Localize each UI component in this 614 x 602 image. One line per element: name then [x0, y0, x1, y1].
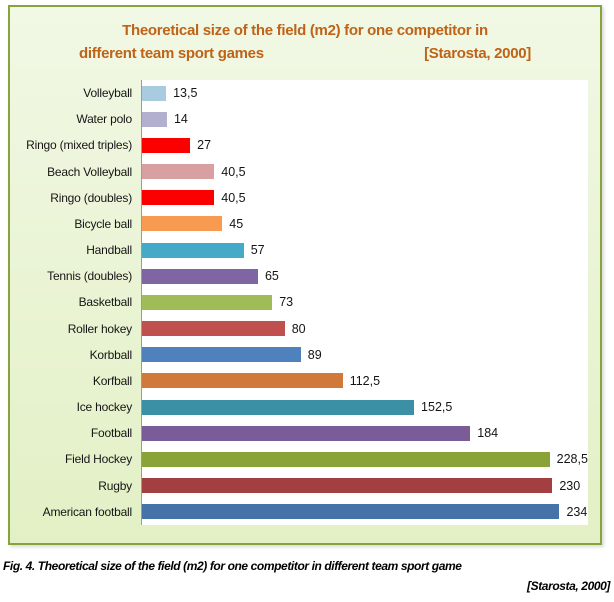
chart-panel: Theoretical size of the field (m2) for o… [8, 5, 602, 545]
value-label: 27 [197, 138, 212, 153]
bar-track: 112,5 [141, 368, 588, 394]
category-label: Ringo (mixed triples) [26, 138, 132, 153]
chart-title: Theoretical size of the field (m2) for o… [79, 19, 531, 65]
bar-track: 152,5 [141, 394, 588, 420]
category-label: Tennis (doubles) [47, 269, 132, 284]
bar-row: Roller hokey 80 [10, 316, 588, 342]
value-label: 57 [250, 243, 265, 258]
bar-row: Volleyball 13,5 [10, 80, 588, 106]
bar-track: 65 [141, 263, 588, 289]
bar-rows: Volleyball 13,5 Water polo 14 Ringo (mix… [10, 80, 588, 525]
bar-row: Football 184 [10, 420, 588, 446]
chart-title-line2: different team sport games [Starosta, 20… [79, 42, 531, 65]
bar-track: 89 [141, 342, 588, 368]
figure-caption-text: Fig. 4. Theoretical size of the field (m… [3, 559, 462, 573]
category-label: Ice hockey [76, 400, 133, 415]
value-label: 14 [173, 112, 188, 127]
figure-caption: Fig. 4. Theoretical size of the field (m… [3, 556, 610, 596]
figure-caption-source: [Starosta, 2000] [527, 579, 610, 593]
bar [142, 111, 167, 127]
bar-row: American football 234 [10, 499, 588, 525]
bar-track: 40,5 [141, 159, 588, 185]
category-label: Field Hockey [65, 452, 132, 467]
bar-row: Korfball 112,5 [10, 368, 588, 394]
value-label: 152,5 [421, 400, 453, 415]
value-label: 112,5 [349, 373, 381, 388]
bar-track: 13,5 [141, 80, 588, 106]
value-label: 45 [229, 216, 244, 231]
bar-track: 57 [141, 237, 588, 263]
bar [142, 294, 273, 310]
bar [142, 373, 343, 389]
bar [142, 451, 550, 467]
value-label: 80 [291, 321, 306, 336]
bar-track: 234 [141, 499, 588, 525]
bar [142, 425, 471, 441]
value-label: 184 [477, 426, 499, 441]
bar-row: Rugby 230 [10, 473, 588, 499]
category-label: American football [42, 504, 133, 519]
value-label: 89 [307, 347, 322, 362]
category-label: Basketball [78, 295, 133, 310]
bar-row: Field Hockey 228,5 [10, 446, 588, 472]
bar-track: 228,5 [141, 446, 588, 472]
value-label: 40,5 [221, 190, 246, 205]
value-label: 65 [264, 269, 279, 284]
bar-track: 73 [141, 289, 588, 315]
bar-row: Ringo (mixed triples) 27 [10, 132, 588, 158]
bar [142, 347, 301, 363]
bar [142, 504, 560, 520]
bar-row: Bicycle ball 45 [10, 211, 588, 237]
bar-row: Handball 57 [10, 237, 588, 263]
bar [142, 164, 215, 180]
category-label: Korbball [89, 347, 133, 362]
bar-row: Beach Volleyball 40,5 [10, 159, 588, 185]
value-label: 230 [559, 478, 581, 493]
category-label: Handball [86, 243, 132, 258]
bar [142, 216, 223, 232]
value-label: 40,5 [221, 164, 246, 179]
category-label: Rugby [98, 478, 132, 493]
bar-row: Basketball 73 [10, 289, 588, 315]
value-label: 234 [566, 504, 588, 519]
category-label: Water polo [76, 112, 132, 127]
bar [142, 85, 167, 101]
value-label: 228,5 [556, 452, 588, 467]
chart-title-line2-text: different team sport games [79, 45, 264, 62]
bar-track: 14 [141, 106, 588, 132]
category-label: Bicycle ball [74, 216, 132, 231]
bar [142, 137, 191, 153]
bar-track: 27 [141, 132, 588, 158]
chart-title-source: [Starosta, 2000] [424, 45, 531, 62]
bar [142, 399, 415, 415]
bar-row: Ice hockey 152,5 [10, 394, 588, 420]
bar [142, 242, 244, 258]
bar-row: Ringo (doubles) 40,5 [10, 185, 588, 211]
value-label: 13,5 [173, 86, 198, 101]
bar [142, 268, 258, 284]
bar-track: 184 [141, 420, 588, 446]
bar-track: 40,5 [141, 185, 588, 211]
category-label: Roller hokey [67, 321, 133, 336]
category-label: Volleyball [83, 86, 132, 101]
chart-title-line1: Theoretical size of the field (m2) for o… [122, 22, 488, 39]
value-label: 73 [279, 295, 294, 310]
category-label: Ringo (doubles) [50, 190, 132, 205]
category-label: Beach Volleyball [47, 164, 132, 179]
bar [142, 190, 215, 206]
category-label: Football [90, 426, 132, 441]
bar-track: 45 [141, 211, 588, 237]
bar-row: Tennis (doubles) 65 [10, 263, 588, 289]
bar [142, 321, 285, 337]
category-label: Korfball [92, 373, 132, 388]
bar-row: Korbball 89 [10, 342, 588, 368]
bar-track: 80 [141, 316, 588, 342]
bar [142, 478, 553, 494]
bar-row: Water polo 14 [10, 106, 588, 132]
bar-track: 230 [141, 473, 588, 499]
